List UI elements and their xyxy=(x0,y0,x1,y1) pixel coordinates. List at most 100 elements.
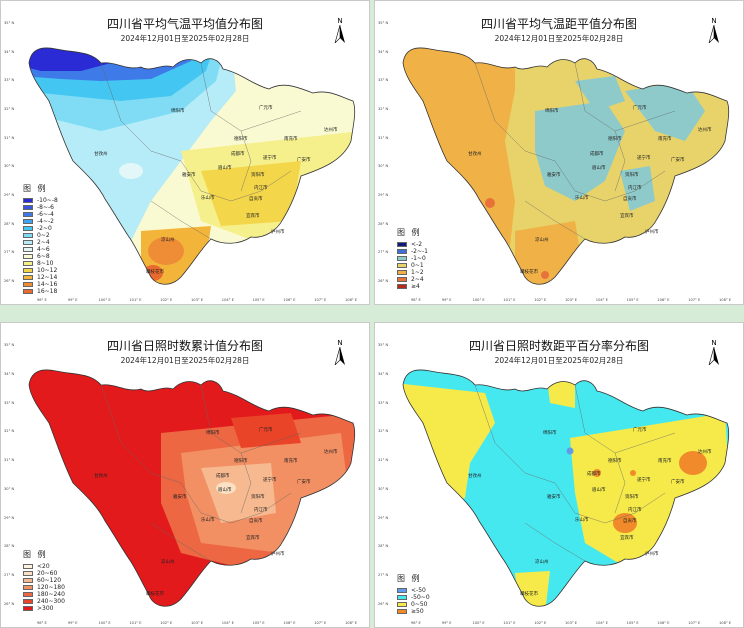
page-title: 四川省日照时数距平百分率分布图 xyxy=(468,339,649,353)
legend-item: 10~12 xyxy=(23,267,58,274)
city-label: 甘孜州 xyxy=(94,474,108,479)
longitude-label: 104° E xyxy=(595,621,608,625)
legend-item: 60~120 xyxy=(23,577,65,584)
latitude-label: 28° N xyxy=(378,544,389,549)
city-label: 资阳市 xyxy=(251,173,265,178)
legend: 图 例 <-50 -50~0 0~50 ≥50 xyxy=(397,574,430,615)
longitude-label: 99° E xyxy=(441,621,452,625)
latitude-label: 32° N xyxy=(4,107,15,111)
longitude-label: 106° E xyxy=(657,298,670,302)
latitude-label: 32° N xyxy=(4,429,15,434)
legend-label: -4~-2 xyxy=(37,218,54,225)
latitude-label: 30° N xyxy=(378,486,389,491)
north-arrow-icon: N xyxy=(707,339,721,367)
longitude-label: 105° E xyxy=(626,621,639,625)
legend-label: 1~2 xyxy=(411,269,424,276)
city-label: 乐山市 xyxy=(575,196,589,201)
city-label: 达州市 xyxy=(324,450,338,455)
legend-item: 1~2 xyxy=(397,269,428,276)
legend-label: ≥4 xyxy=(411,283,420,290)
longitude-label: 102° E xyxy=(534,298,547,302)
longitude-label: 104° E xyxy=(595,298,608,302)
legend-label: 8~10 xyxy=(37,260,54,267)
legend-item: <-50 xyxy=(397,587,430,594)
city-label: 宜宾市 xyxy=(246,536,260,541)
legend-item: >300 xyxy=(23,605,65,612)
city-label: 泸州市 xyxy=(645,230,659,235)
longitude-label: 104° E xyxy=(221,298,234,302)
panel-sunshine-anomaly: 四川省日照时数距平百分率分布图 2024年12月01日至2025年02月28日 … xyxy=(374,322,744,628)
latitude-label: 27° N xyxy=(378,573,389,578)
legend-swatch xyxy=(23,275,33,280)
longitude-label: 100° E xyxy=(98,298,111,302)
legend-item: 0~50 xyxy=(397,601,430,608)
longitude-label: 107° E xyxy=(688,621,701,625)
city-label: 资阳市 xyxy=(251,495,265,500)
city-label: 自贡市 xyxy=(623,197,637,202)
city-label: 成都市 xyxy=(216,474,230,479)
city-label: 凉山州 xyxy=(161,238,175,243)
city-label: 凉山州 xyxy=(535,238,549,243)
longitude-label: 100° E xyxy=(472,621,485,625)
legend-item: <-2 xyxy=(397,241,428,248)
city-label: 绵阳市 xyxy=(543,431,557,436)
legend-swatch xyxy=(23,226,33,231)
legend-label: 16~18 xyxy=(37,288,58,295)
longitude-label: 101° E xyxy=(129,621,142,625)
city-label: 内江市 xyxy=(254,186,268,191)
latitude-label: 31° N xyxy=(4,458,15,463)
city-label: 攀枝花市 xyxy=(146,592,164,597)
legend-swatch xyxy=(397,249,407,254)
city-label: 泸州市 xyxy=(645,552,659,557)
legend-item: 8~10 xyxy=(23,260,58,267)
longitude-label: 106° E xyxy=(283,298,296,302)
legend-item: 120~180 xyxy=(23,584,65,591)
legend-item: ≥50 xyxy=(397,608,430,615)
panel-sunshine-total: 四川省日照时数累计值分布图 2024年12月01日至2025年02月28日 N … xyxy=(0,322,370,628)
city-label: 雅安市 xyxy=(173,495,187,500)
legend-label: 2~4 xyxy=(411,276,424,283)
latitude-label: 27° N xyxy=(4,573,15,578)
city-label: 泸州市 xyxy=(271,552,285,557)
legend-label: 12~14 xyxy=(37,274,58,281)
longitude-label: 108° E xyxy=(345,298,358,302)
city-label: 凉山州 xyxy=(535,560,549,565)
legend-swatch xyxy=(23,198,33,203)
legend-swatch xyxy=(23,212,33,217)
city-label: 广安市 xyxy=(297,158,311,163)
longitude-label: 108° E xyxy=(719,298,732,302)
longitude-label: 101° E xyxy=(129,298,142,302)
latitude-label: 33° N xyxy=(378,400,389,405)
legend-swatch xyxy=(23,282,33,287)
latitude-label: 34° N xyxy=(4,49,15,54)
north-arrow-icon: N xyxy=(707,17,721,45)
legend-label: 0~2 xyxy=(37,232,50,239)
legend-item: 16~18 xyxy=(23,288,58,295)
legend-label: -6~-4 xyxy=(37,211,54,218)
city-label: 宜宾市 xyxy=(620,214,634,219)
legend-swatch xyxy=(397,263,407,268)
legend-label: 14~16 xyxy=(37,281,58,288)
date-range: 2024年12月01日至2025年02月28日 xyxy=(494,356,624,365)
longitude-label: 98° E xyxy=(37,298,47,302)
legend-item: 12~14 xyxy=(23,274,58,281)
longitude-label: 103° E xyxy=(565,621,578,625)
latitude-label: 26° N xyxy=(378,279,389,283)
legend-swatch xyxy=(23,205,33,210)
latitude-label: 34° N xyxy=(378,49,389,54)
longitude-label: 105° E xyxy=(252,621,265,625)
map-temperature-mean xyxy=(28,47,356,285)
legend-label: 0~1 xyxy=(411,262,424,269)
north-arrow-icon: N xyxy=(333,339,347,367)
legend-item: 0~1 xyxy=(397,262,428,269)
latitude-label: 26° N xyxy=(378,602,389,606)
city-label: 雅安市 xyxy=(182,173,196,178)
map-sunshine-anomaly xyxy=(402,369,730,607)
city-label: 达州市 xyxy=(324,128,338,133)
legend-label: 4~6 xyxy=(37,246,50,253)
legend-label: 180~240 xyxy=(37,591,65,598)
longitude-label: 98° E xyxy=(37,621,47,625)
legend-item: 240~300 xyxy=(23,598,65,605)
latitude-label: 28° N xyxy=(4,544,15,549)
legend-item: -2~0 xyxy=(23,225,58,232)
